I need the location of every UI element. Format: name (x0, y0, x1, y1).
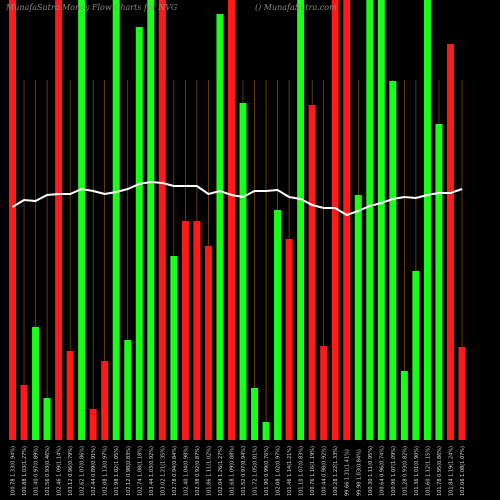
x-tick-label: 101.46 1.14(1.21%) (287, 446, 293, 496)
bar (112, 0, 120, 440)
x-tick-label: 100.44 0.98(0.92%) (322, 446, 328, 496)
x-tick-label: 101.10 1.07(0.83%) (299, 446, 305, 496)
bar (400, 371, 408, 440)
bar (435, 124, 443, 440)
bar (423, 0, 431, 440)
x-tick-label: 102.08 1.13(0.97%) (103, 446, 109, 496)
x-tick-label: 100.88 1.03(1.27%) (22, 446, 28, 496)
bar (320, 346, 328, 440)
bar (32, 327, 40, 440)
x-tick-label: 102.74 1.08(1.18%) (137, 446, 143, 496)
bar (20, 385, 28, 440)
x-tick-label: 102.38 0.92(0.87%) (195, 446, 201, 496)
bar (170, 256, 178, 440)
x-tick-label: 102.44 0.89(0.91%) (91, 446, 97, 496)
bar (181, 221, 189, 440)
bar (204, 246, 212, 440)
x-tick-label: 101.28 0.93(0.82%) (402, 446, 408, 496)
bar (285, 239, 293, 440)
bar (366, 0, 374, 440)
x-tick-label: 101.84 1.19(1.24%) (448, 446, 454, 496)
bar (9, 0, 16, 440)
bar (446, 44, 454, 440)
x-tick-label: 100.64 0.96(0.74%) (379, 446, 385, 496)
x-tick-label: 99.98 1.03(0.84%) (356, 449, 362, 496)
x-tick-label: 101.78 0.95(0.86%) (437, 446, 443, 496)
x-tick-label: 101.86 1.11(1.02%) (206, 446, 212, 496)
x-tick-label: 102.06 1.08(1.07%) (460, 446, 466, 496)
bar (124, 340, 132, 440)
x-tick-label: 101.72 1.05(0.81%) (253, 446, 259, 496)
x-tick-label: 101.68 1.09(0.88%) (229, 446, 235, 496)
bar (147, 0, 155, 440)
bar (458, 347, 466, 440)
plot: 100.78 1.33(0.94%) 100.88 1.03(1.27%) 101.… (9, 0, 466, 496)
bar (297, 0, 305, 440)
bar (101, 361, 109, 440)
bar (389, 81, 397, 440)
chart-title: MunafaSutra Money Flow Charts for NVG (5, 3, 178, 12)
bar (251, 388, 259, 440)
x-tick-label: 103.44 1.03(0.92%) (149, 446, 155, 496)
price-line (11, 180, 463, 217)
x-tick-label: 101.56 0.93(0.46%) (45, 446, 51, 496)
x-tick-label: 102.12 0.98(0.83%) (126, 446, 132, 496)
bar (343, 0, 351, 440)
x-tick-label: 102.78 0.94(0.84%) (172, 446, 178, 496)
bar (377, 0, 385, 440)
x-tick-label: 101.90 0.99(0.76%) (264, 446, 270, 496)
x-tick-label: 102.08 1.02(0.97%) (276, 446, 282, 496)
bar (331, 0, 339, 440)
bar (412, 271, 420, 440)
x-tick-label: 103.12 0.96(0.79%) (68, 446, 74, 496)
x-tick-label: 100.78 1.33(0.94%) (11, 446, 17, 496)
x-tick-label: 101.40 0.97(0.89%) (34, 446, 40, 496)
bar (66, 351, 74, 440)
x-tick-label: 103.02 1.21(1.35%) (160, 446, 166, 496)
bar (55, 0, 63, 440)
bar (262, 422, 270, 440)
x-tick-label: 101.52 0.97(0.94%) (241, 446, 247, 496)
chart-subtitle: () MunafaSutra.com (255, 3, 337, 12)
x-tick-label: 101.60 1.12(1.15%) (425, 446, 431, 496)
x-tick-label: 102.46 1.09(1.14%) (57, 446, 63, 496)
bar (216, 14, 224, 440)
bar (308, 105, 316, 440)
bar (43, 398, 51, 440)
x-tick-label: 100.28 1.22(1.33%) (333, 446, 339, 496)
bar (274, 210, 282, 440)
bar (158, 0, 166, 440)
x-tick-label: 99.66 1.31(1.41%) (345, 449, 351, 496)
x-tick-label: 101.98 1.02(1.05%) (114, 446, 120, 496)
x-tick-label: 101.36 1.01(0.90%) (414, 446, 420, 496)
bar (239, 103, 247, 440)
x-tick-label: 100.30 1.11(0.95%) (368, 446, 374, 496)
x-tick-label: 102.62 1.07(0.86%) (80, 446, 86, 496)
x-tick-label: 102.40 1.04(0.98%) (183, 446, 189, 496)
bar (78, 0, 86, 440)
bar (89, 409, 97, 440)
x-tick-label: 100.96 1.07(1.09%) (391, 446, 397, 496)
bar (135, 27, 143, 440)
bar (227, 0, 235, 440)
x-tick-label: 102.04 1.26(1.27%) (218, 446, 224, 496)
bar (193, 221, 201, 440)
bar (354, 195, 362, 440)
x-tick-label: 100.76 1.16(1.19%) (310, 446, 316, 496)
